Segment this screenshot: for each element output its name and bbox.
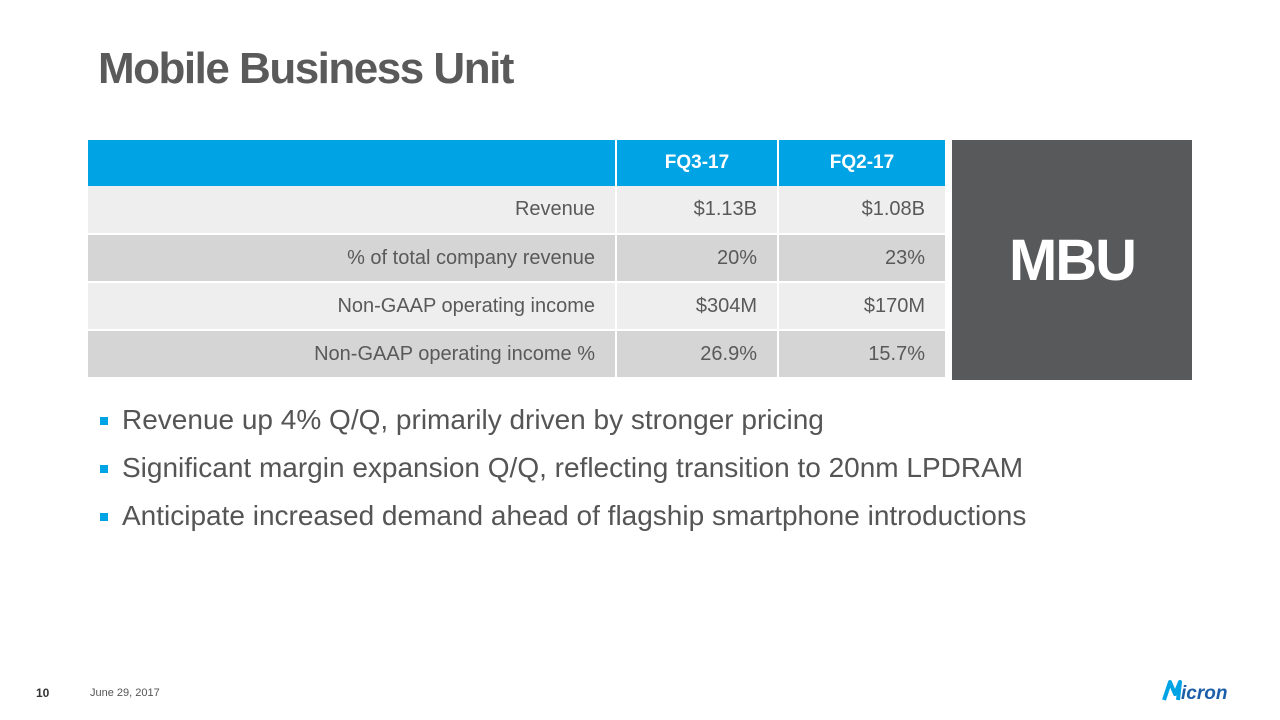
slide-title: Mobile Business Unit xyxy=(98,44,514,93)
row-label: Non-GAAP operating income % xyxy=(88,330,616,379)
bullet-text: Revenue up 4% Q/Q, primarily driven by s… xyxy=(122,404,824,435)
table-header-fq2: FQ2-17 xyxy=(777,140,945,186)
table-row: Revenue $1.13B $1.08B xyxy=(88,186,945,235)
square-bullet-icon xyxy=(100,465,108,473)
bullet-text: Anticipate increased demand ahead of fla… xyxy=(122,500,1027,531)
row-value-fq3: 26.9% xyxy=(615,330,778,379)
bullet-list: Revenue up 4% Q/Q, primarily driven by s… xyxy=(100,396,1026,540)
bullet-item: Anticipate increased demand ahead of fla… xyxy=(100,492,1026,540)
row-label: Revenue xyxy=(88,186,616,235)
mbu-badge-label: MBU xyxy=(1008,227,1137,293)
row-label: Non-GAAP operating income xyxy=(88,282,616,331)
financials-table: FQ3-17 FQ2-17 Revenue $1.13B $1.08B % of… xyxy=(88,140,945,379)
footer-date: June 29, 2017 xyxy=(90,687,160,699)
row-value-fq2: $1.08B xyxy=(777,186,945,235)
table-header-label xyxy=(88,140,616,186)
table-row: % of total company revenue 20% 23% xyxy=(88,234,945,283)
mbu-badge: MBU xyxy=(952,140,1192,380)
table-header-row: FQ3-17 FQ2-17 xyxy=(88,140,945,186)
square-bullet-icon xyxy=(100,417,108,425)
row-value-fq2: 15.7% xyxy=(777,330,945,379)
row-label: % of total company revenue xyxy=(88,234,616,283)
row-value-fq2: 23% xyxy=(777,234,945,283)
svg-text:icron: icron xyxy=(1181,683,1227,704)
row-value-fq3: 20% xyxy=(615,234,778,283)
bullet-item: Revenue up 4% Q/Q, primarily driven by s… xyxy=(100,396,1026,444)
table-header-fq3: FQ3-17 xyxy=(615,140,778,186)
bullet-text: Significant margin expansion Q/Q, reflec… xyxy=(122,452,1024,483)
bullet-item: Significant margin expansion Q/Q, reflec… xyxy=(100,444,1026,492)
row-value-fq2: $170M xyxy=(777,282,945,331)
square-bullet-icon xyxy=(100,513,108,521)
page-number: 10 xyxy=(36,686,50,700)
micron-logo-icon: icron xyxy=(1162,680,1227,704)
row-value-fq3: $304M xyxy=(615,282,778,331)
table-row: Non-GAAP operating income $304M $170M xyxy=(88,282,945,331)
row-value-fq3: $1.13B xyxy=(615,186,778,235)
table-row: Non-GAAP operating income % 26.9% 15.7% xyxy=(88,330,945,379)
